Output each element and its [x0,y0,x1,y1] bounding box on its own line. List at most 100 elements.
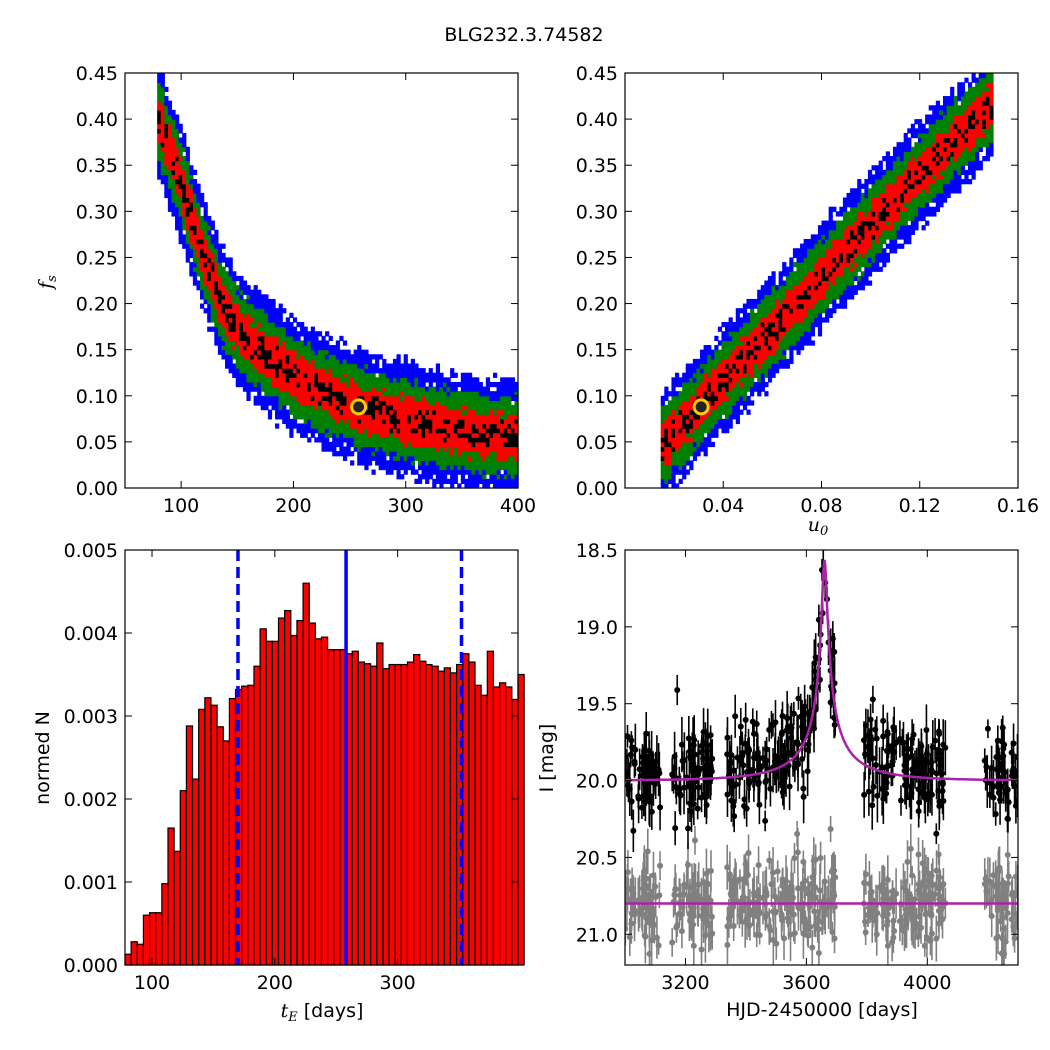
tl-heat-cell [232,322,237,328]
br-residual-point [669,939,676,946]
tr-heat-cell [796,322,801,328]
tl-ytick-label: 0.25 [76,247,118,269]
tr-heat-cell [917,197,923,203]
tl-heat-cell [485,395,491,401]
tl-heat-cell [482,418,487,425]
tr-heat-cell [796,308,801,314]
tr-heat-cell [903,188,908,194]
tl-heat-cell [471,474,476,480]
tl-heat-cell [460,395,466,401]
tr-heat-cell [864,257,869,263]
tr-heat-cell [685,377,690,383]
tl-heat-cell [450,418,455,425]
tl-heat-cell [367,428,373,434]
tr-heat-cell [821,248,826,254]
tl-heat-cell [214,275,219,282]
tr-heat-cell [742,372,748,378]
tr-heat-cell [778,358,783,365]
tl-heat-cell [467,474,473,480]
tl-heat-cell [282,308,287,314]
tl-heat-cell [335,428,340,434]
tl-heat-cell [300,423,305,429]
tl-heat-cell [478,432,483,438]
tl-heat-cell [467,372,473,378]
tl-heat-cell [250,358,255,365]
tl-heat-cell [360,391,365,397]
tr-heat-cell [935,206,940,212]
tl-heat-cell [160,91,165,97]
tr-heat-cell [928,197,933,203]
bl-ytick-label: 0.000 [64,955,118,977]
tl-heat-cell [217,266,223,272]
tr-heat-cell [792,285,798,291]
tl-heat-cell [328,377,333,383]
tr-heat-cell [985,123,991,129]
tl-heat-cell [367,405,373,411]
tr-heat-cell [682,446,687,452]
tr-heat-cell [675,409,680,415]
tr-heat-cell [875,174,880,180]
bl-histogram-bar [517,673,525,966]
tr-heat-cell [682,423,687,429]
tl-heat-cell [457,405,462,411]
tl-heat-cell [428,423,433,429]
tl-heat-cell [164,183,169,189]
tr-heat-cell [671,391,676,397]
tr-xtick-label: 0.16 [997,495,1039,517]
tl-heat-cell [267,298,273,305]
tr-heat-cell [903,156,908,162]
bl-histogram-bar [370,665,378,966]
tl-heat-cell [332,372,337,378]
tl-heat-cell [171,174,176,180]
tl-heat-cell [346,354,351,360]
bl-histogram-bar [382,668,390,966]
tl-heat-cell [353,432,358,438]
tl-heat-cell [232,349,237,355]
tl-heat-cell [200,294,205,300]
tl-heat-cell [435,432,440,438]
tl-heat-cell [428,474,433,480]
tr-heat-cell [778,294,783,300]
tl-heat-cell [503,464,508,471]
tr-heat-cell [750,322,755,328]
tr-heat-cell [907,146,912,152]
tr-heat-cell [692,414,698,420]
tl-heat-cell [482,386,487,392]
tr-heat-cell [892,174,898,180]
tr-heat-cell [842,225,848,231]
tl-heat-cell [189,266,194,272]
tl-heat-cell [292,400,298,406]
bl-histogram-bar [327,648,335,966]
tl-heat-cell [450,423,455,429]
tl-heat-cell [185,220,190,226]
tr-heat-cell [839,220,844,226]
tl-heat-cell [267,326,273,332]
tr-heat-cell [921,160,926,166]
tr-heat-cell [839,289,844,295]
tl-heat-cell [492,432,498,438]
tl-heat-cell [335,391,340,397]
tl-heat-cell [446,386,451,392]
tl-heat-cell [196,257,201,263]
tr-heat-cell [900,146,905,152]
tl-heat-cell [392,381,398,388]
tr-heat-cell [767,345,773,351]
tl-heat-cell [257,340,262,346]
tl-heat-cell [164,169,169,176]
tr-heat-cell [925,202,930,208]
tl-heat-cell [221,271,226,277]
tr-heat-cell [764,354,769,360]
tl-heat-cell [253,358,258,365]
tl-heat-cell [410,460,415,466]
tl-heat-cell [382,368,387,374]
tl-heat-cell [228,345,233,351]
tl-heat-cell [357,368,362,374]
tr-heat-cell [671,400,676,406]
tr-heat-cell [782,308,787,314]
tl-heat-cell [200,243,205,249]
tr-heat-cell [907,234,912,240]
tl-heat-cell [407,372,412,378]
bl-histogram-bar [265,640,273,966]
tr-heat-cell [885,151,890,157]
tr-heat-cell [839,262,844,268]
